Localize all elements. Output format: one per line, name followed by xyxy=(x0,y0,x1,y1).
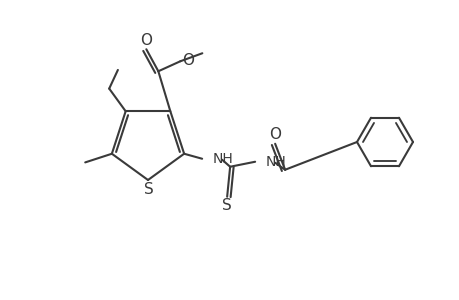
Text: S: S xyxy=(144,182,154,196)
Text: NH: NH xyxy=(264,155,285,169)
Text: NH: NH xyxy=(212,152,232,166)
Text: O: O xyxy=(269,127,280,142)
Text: O: O xyxy=(182,53,194,68)
Text: S: S xyxy=(222,198,231,213)
Text: O: O xyxy=(140,33,152,48)
